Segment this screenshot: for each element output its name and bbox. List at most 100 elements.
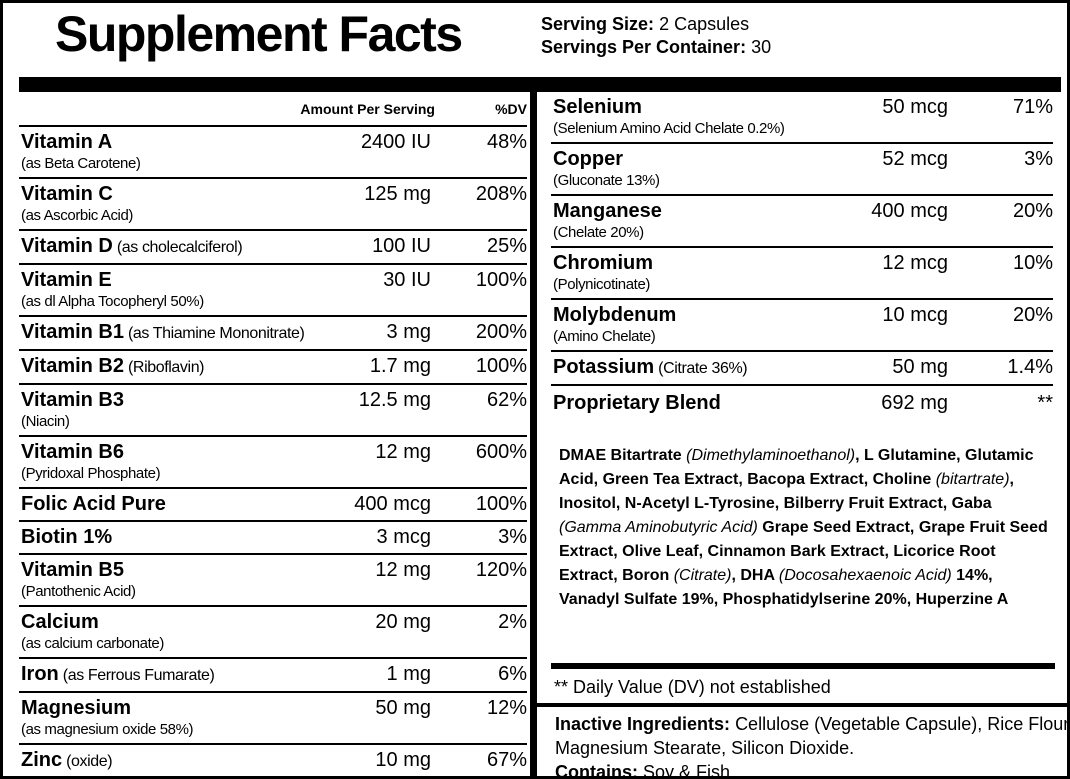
- nutrient-name-line: Copper: [553, 148, 818, 171]
- nutrient-cell: Calcium (as calcium carbonate): [21, 611, 321, 653]
- nutrient-row: Zinc (oxide) 10 mg 67%: [19, 745, 527, 776]
- daily-value: 48%: [486, 131, 527, 153]
- nutrient-name-line: Vitamin D (as cholecalciferol): [21, 235, 321, 259]
- serving-info: Serving Size: 2 Capsules Servings Per Co…: [541, 13, 771, 59]
- nutrient-source: (Citrate 36%): [658, 360, 748, 377]
- nutrient-name-line: Vitamin B1 (as Thiamine Mononitrate): [21, 321, 321, 345]
- nutrient-name-line: Selenium: [553, 96, 818, 119]
- nutrient-row: Vitamin B1 (as Thiamine Mononitrate) 3 mg 2…: [19, 317, 527, 351]
- blend-part: , L Glutamine, Glutamic Acid, Green Tea …: [559, 447, 1034, 488]
- nutrient-source: (as Ascorbic Acid): [21, 207, 134, 224]
- blend-part: (Citrate): [673, 567, 732, 584]
- divider-bar: [19, 77, 1061, 92]
- servings-per-container: Servings Per Container: 30: [541, 36, 771, 59]
- nutrient-name-line: Calcium: [21, 611, 321, 634]
- amount: 12 mg: [375, 441, 431, 463]
- blend-part: 14%, Vanadyl Sulfate 19%, Phosphatidylse…: [559, 567, 1009, 608]
- value: 30: [751, 37, 772, 57]
- nutrient-cell: Copper (Gluconate 13%): [553, 148, 818, 190]
- nutrient-name-line: Vitamin B5: [21, 559, 321, 582]
- nutrient-name-line: Biotin 1%: [21, 526, 321, 549]
- amount: 12 mg: [375, 559, 431, 581]
- daily-value: 3%: [498, 526, 527, 548]
- amount: 3 mcg: [376, 526, 431, 548]
- nutrient-row: Selenium (Selenium Amino Acid Chelate 0.2…: [551, 92, 1053, 144]
- nutrient-row: Vitamin E (as dl Alpha Tocopheryl 50%) 30 …: [19, 265, 527, 317]
- nutrient-name-line: Vitamin C: [21, 183, 321, 206]
- amount: 12 mcg: [882, 252, 948, 274]
- dv-header: %DV: [495, 100, 527, 117]
- table-header: Amount Per Serving %DV: [19, 92, 527, 127]
- blend-part: (Gamma Aminobutyric Acid): [559, 519, 758, 536]
- nutrient-cell: Vitamin A (as Beta Carotene): [21, 131, 321, 173]
- nutrient-name: Manganese: [553, 200, 662, 222]
- nutrient-source: (Amino Chelate): [553, 328, 656, 345]
- blend-ingredients: DMAE Bitartrate (Dimethylaminoethanol), …: [559, 444, 1054, 612]
- nutrient-cell: Biotin 1%: [21, 526, 321, 549]
- value: 2 Capsules: [659, 14, 750, 34]
- value: Cellulose (Vegetable Capsule), Rice Flou…: [555, 714, 1070, 758]
- nutrient-row: Vitamin B3 (Niacin) 12.5 mg 62%: [19, 385, 527, 437]
- nutrient-source: (as calcium carbonate): [21, 635, 164, 652]
- nutrient-name: Vitamin B5: [21, 559, 124, 581]
- nutrient-cell: Magnesium (as magnesium oxide 58%): [21, 697, 321, 739]
- nutrient-name: Chromium: [553, 252, 653, 274]
- nutrient-row: Chromium (Polynicotinate) 12 mcg 10%: [551, 248, 1053, 300]
- nutrient-name-line: Vitamin B2 (Riboflavin): [21, 355, 321, 379]
- nutrient-cell: Molybdenum (Amino Chelate): [553, 304, 818, 346]
- nutrient-name-line: Potassium (Citrate 36%): [553, 356, 818, 380]
- nutrient-source: (Chelate 20%): [553, 224, 644, 241]
- nutrient-source: (Pyridoxal Phosphate): [21, 465, 161, 482]
- nutrient-name-line: Vitamin B3: [21, 389, 321, 412]
- nutrient-name: Proprietary Blend: [553, 392, 721, 414]
- daily-value: 200%: [475, 321, 527, 343]
- nutrient-name: Zinc: [21, 749, 63, 771]
- daily-value: 208%: [475, 183, 527, 205]
- nutrient-name-line: Iron (as Ferrous Fumarate): [21, 663, 321, 687]
- nutrient-name-line: Folic Acid Pure: [21, 493, 321, 516]
- daily-value: 100%: [475, 493, 527, 515]
- footnote: ** Daily Value (DV) not established: [554, 677, 831, 697]
- nutrient-cell: Vitamin B6 (Pyridoxal Phosphate): [21, 441, 321, 483]
- right-table: Selenium (Selenium Amino Acid Chelate 0.2…: [551, 92, 1053, 419]
- nutrient-name: Potassium: [553, 356, 655, 378]
- nutrient-name: Molybdenum: [553, 304, 677, 326]
- amount: 2400 IU: [360, 131, 431, 153]
- nutrient-row: Biotin 1% 3 mcg 3%: [19, 522, 527, 555]
- nutrient-cell: Vitamin C (as Ascorbic Acid): [21, 183, 321, 225]
- value: Soy & Fish: [643, 762, 731, 779]
- nutrient-name-line: Chromium: [553, 252, 818, 275]
- label: Servings Per Container:: [541, 37, 747, 57]
- nutrient-name-line: Magnesium: [21, 697, 321, 720]
- amount: 20 mg: [375, 611, 431, 633]
- nutrient-cell: Proprietary Blend: [553, 392, 818, 415]
- nutrient-row: Copper (Gluconate 13%) 52 mcg 3%: [551, 144, 1053, 196]
- nutrient-source: (Niacin): [21, 413, 70, 430]
- amount: 3 mg: [386, 321, 431, 343]
- daily-value: 12%: [486, 697, 527, 719]
- nutrient-name-line: Vitamin A: [21, 131, 321, 154]
- nutrient-name-line: Vitamin E: [21, 269, 321, 292]
- nutrient-cell: Selenium (Selenium Amino Acid Chelate 0.2…: [553, 96, 818, 138]
- nutrient-row: Vitamin B6 (Pyridoxal Phosphate) 12 mg 600%: [19, 437, 527, 489]
- nutrient-name: Vitamin D: [21, 235, 113, 257]
- nutrient-name: Vitamin B2: [21, 355, 124, 377]
- daily-value: 20%: [1012, 304, 1053, 326]
- nutrient-source: (as magnesium oxide 58%): [21, 721, 194, 738]
- nutrient-cell: Vitamin B5 (Pantothenic Acid): [21, 559, 321, 601]
- nutrient-name: Vitamin B6: [21, 441, 124, 463]
- nutrient-name-line: Proprietary Blend: [553, 392, 818, 415]
- nutrient-row: Vitamin B5 (Pantothenic Acid) 12 mg 120%: [19, 555, 527, 607]
- amount: 125 mg: [364, 183, 431, 205]
- nutrient-name: Copper: [553, 148, 623, 170]
- daily-value: 67%: [486, 749, 527, 771]
- nutrient-name: Vitamin B1: [21, 321, 124, 343]
- nutrient-source: (Gluconate 13%): [553, 172, 660, 189]
- nutrient-row: Magnesium (as magnesium oxide 58%) 50 mg 12…: [19, 693, 527, 745]
- amount: 50 mg: [892, 356, 948, 378]
- nutrient-source: (Selenium Amino Acid Chelate 0.2%): [553, 120, 785, 137]
- nutrient-cell: Zinc (oxide): [21, 749, 321, 773]
- blend-part: (Docosahexaenoic Acid): [778, 567, 952, 584]
- nutrient-row: Vitamin D (as cholecalciferol) 100 IU 25%: [19, 231, 527, 265]
